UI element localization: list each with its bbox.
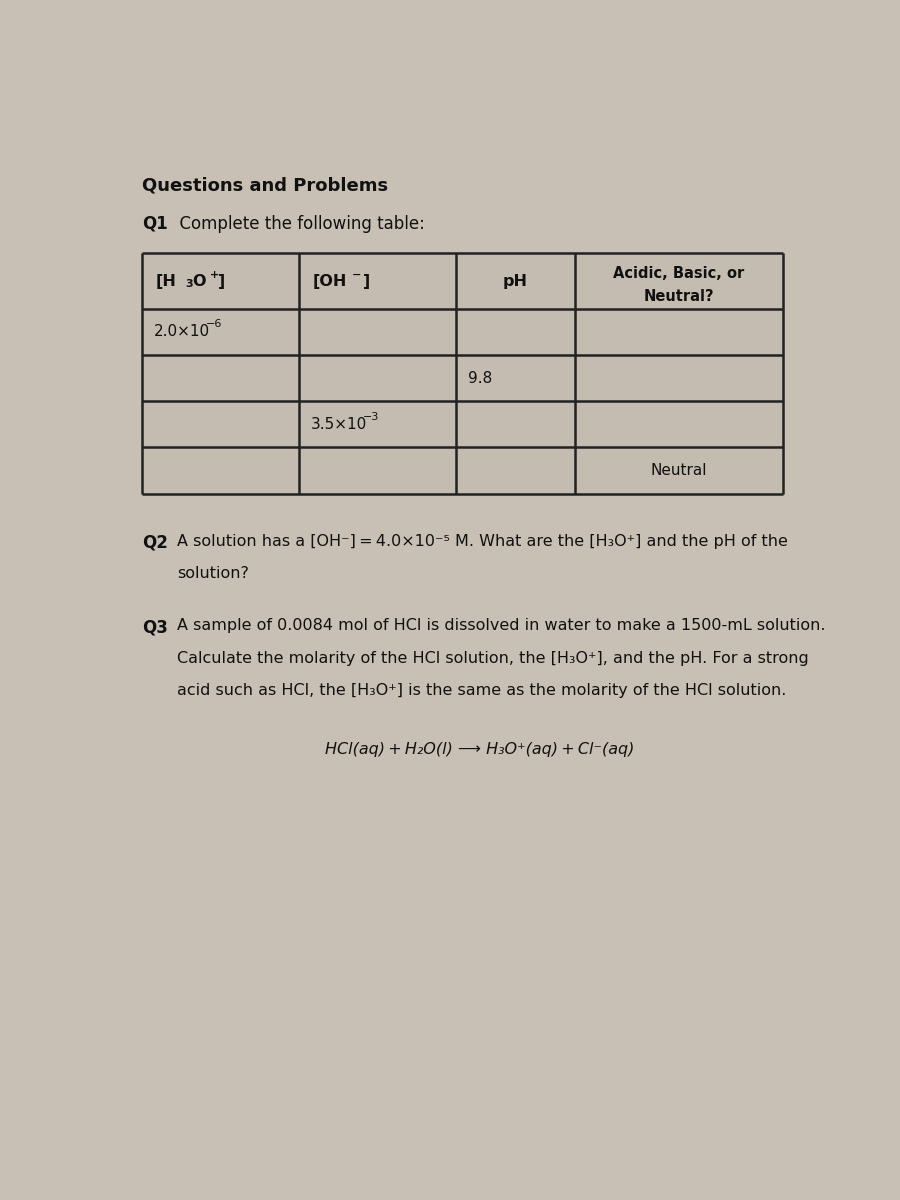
Text: Neutral?: Neutral?	[644, 289, 714, 304]
Text: Questions and Problems: Questions and Problems	[142, 176, 388, 194]
Text: [H: [H	[156, 274, 176, 288]
Text: Complete the following table:: Complete the following table:	[169, 215, 425, 233]
Text: Neutral: Neutral	[651, 463, 707, 478]
Text: [OH: [OH	[313, 274, 347, 288]
Text: solution?: solution?	[176, 566, 248, 581]
Text: acid such as HCl, the [H₃O⁺] is the same as the molarity of the HCl solution.: acid such as HCl, the [H₃O⁺] is the same…	[176, 683, 787, 698]
Text: Q2: Q2	[142, 534, 167, 552]
Text: −3: −3	[363, 412, 379, 421]
Text: +: +	[211, 270, 220, 280]
Text: pH: pH	[503, 274, 527, 288]
Text: ]: ]	[363, 274, 370, 288]
Text: 3: 3	[185, 280, 193, 289]
Text: 9.8: 9.8	[468, 371, 492, 385]
Text: −6: −6	[205, 319, 222, 329]
Text: Acidic, Basic, or: Acidic, Basic, or	[613, 266, 744, 281]
Text: O: O	[193, 274, 206, 288]
Text: 2.0×10: 2.0×10	[154, 324, 210, 340]
Text: HCl(aq) + H₂O(l) ⟶ H₃O⁺(aq) + Cl⁻(aq): HCl(aq) + H₂O(l) ⟶ H₃O⁺(aq) + Cl⁻(aq)	[325, 743, 634, 757]
Text: A sample of 0.0084 mol of HCl is dissolved in water to make a 1500-mL solution.: A sample of 0.0084 mol of HCl is dissolv…	[176, 618, 825, 634]
Text: A solution has a [OH⁻] = 4.0×10⁻⁵ M. What are the [H₃O⁺] and the pH of the: A solution has a [OH⁻] = 4.0×10⁻⁵ M. Wha…	[176, 534, 788, 548]
Text: 3.5×10: 3.5×10	[310, 416, 367, 432]
Text: ]: ]	[218, 274, 225, 288]
Text: Q3: Q3	[142, 618, 167, 636]
Text: −: −	[352, 270, 361, 280]
Bar	[142, 253, 783, 493]
Text: Q1: Q1	[142, 215, 167, 233]
Text: Calculate the molarity of the HCl solution, the [H₃O⁺], and the pH. For a strong: Calculate the molarity of the HCl soluti…	[176, 650, 808, 666]
